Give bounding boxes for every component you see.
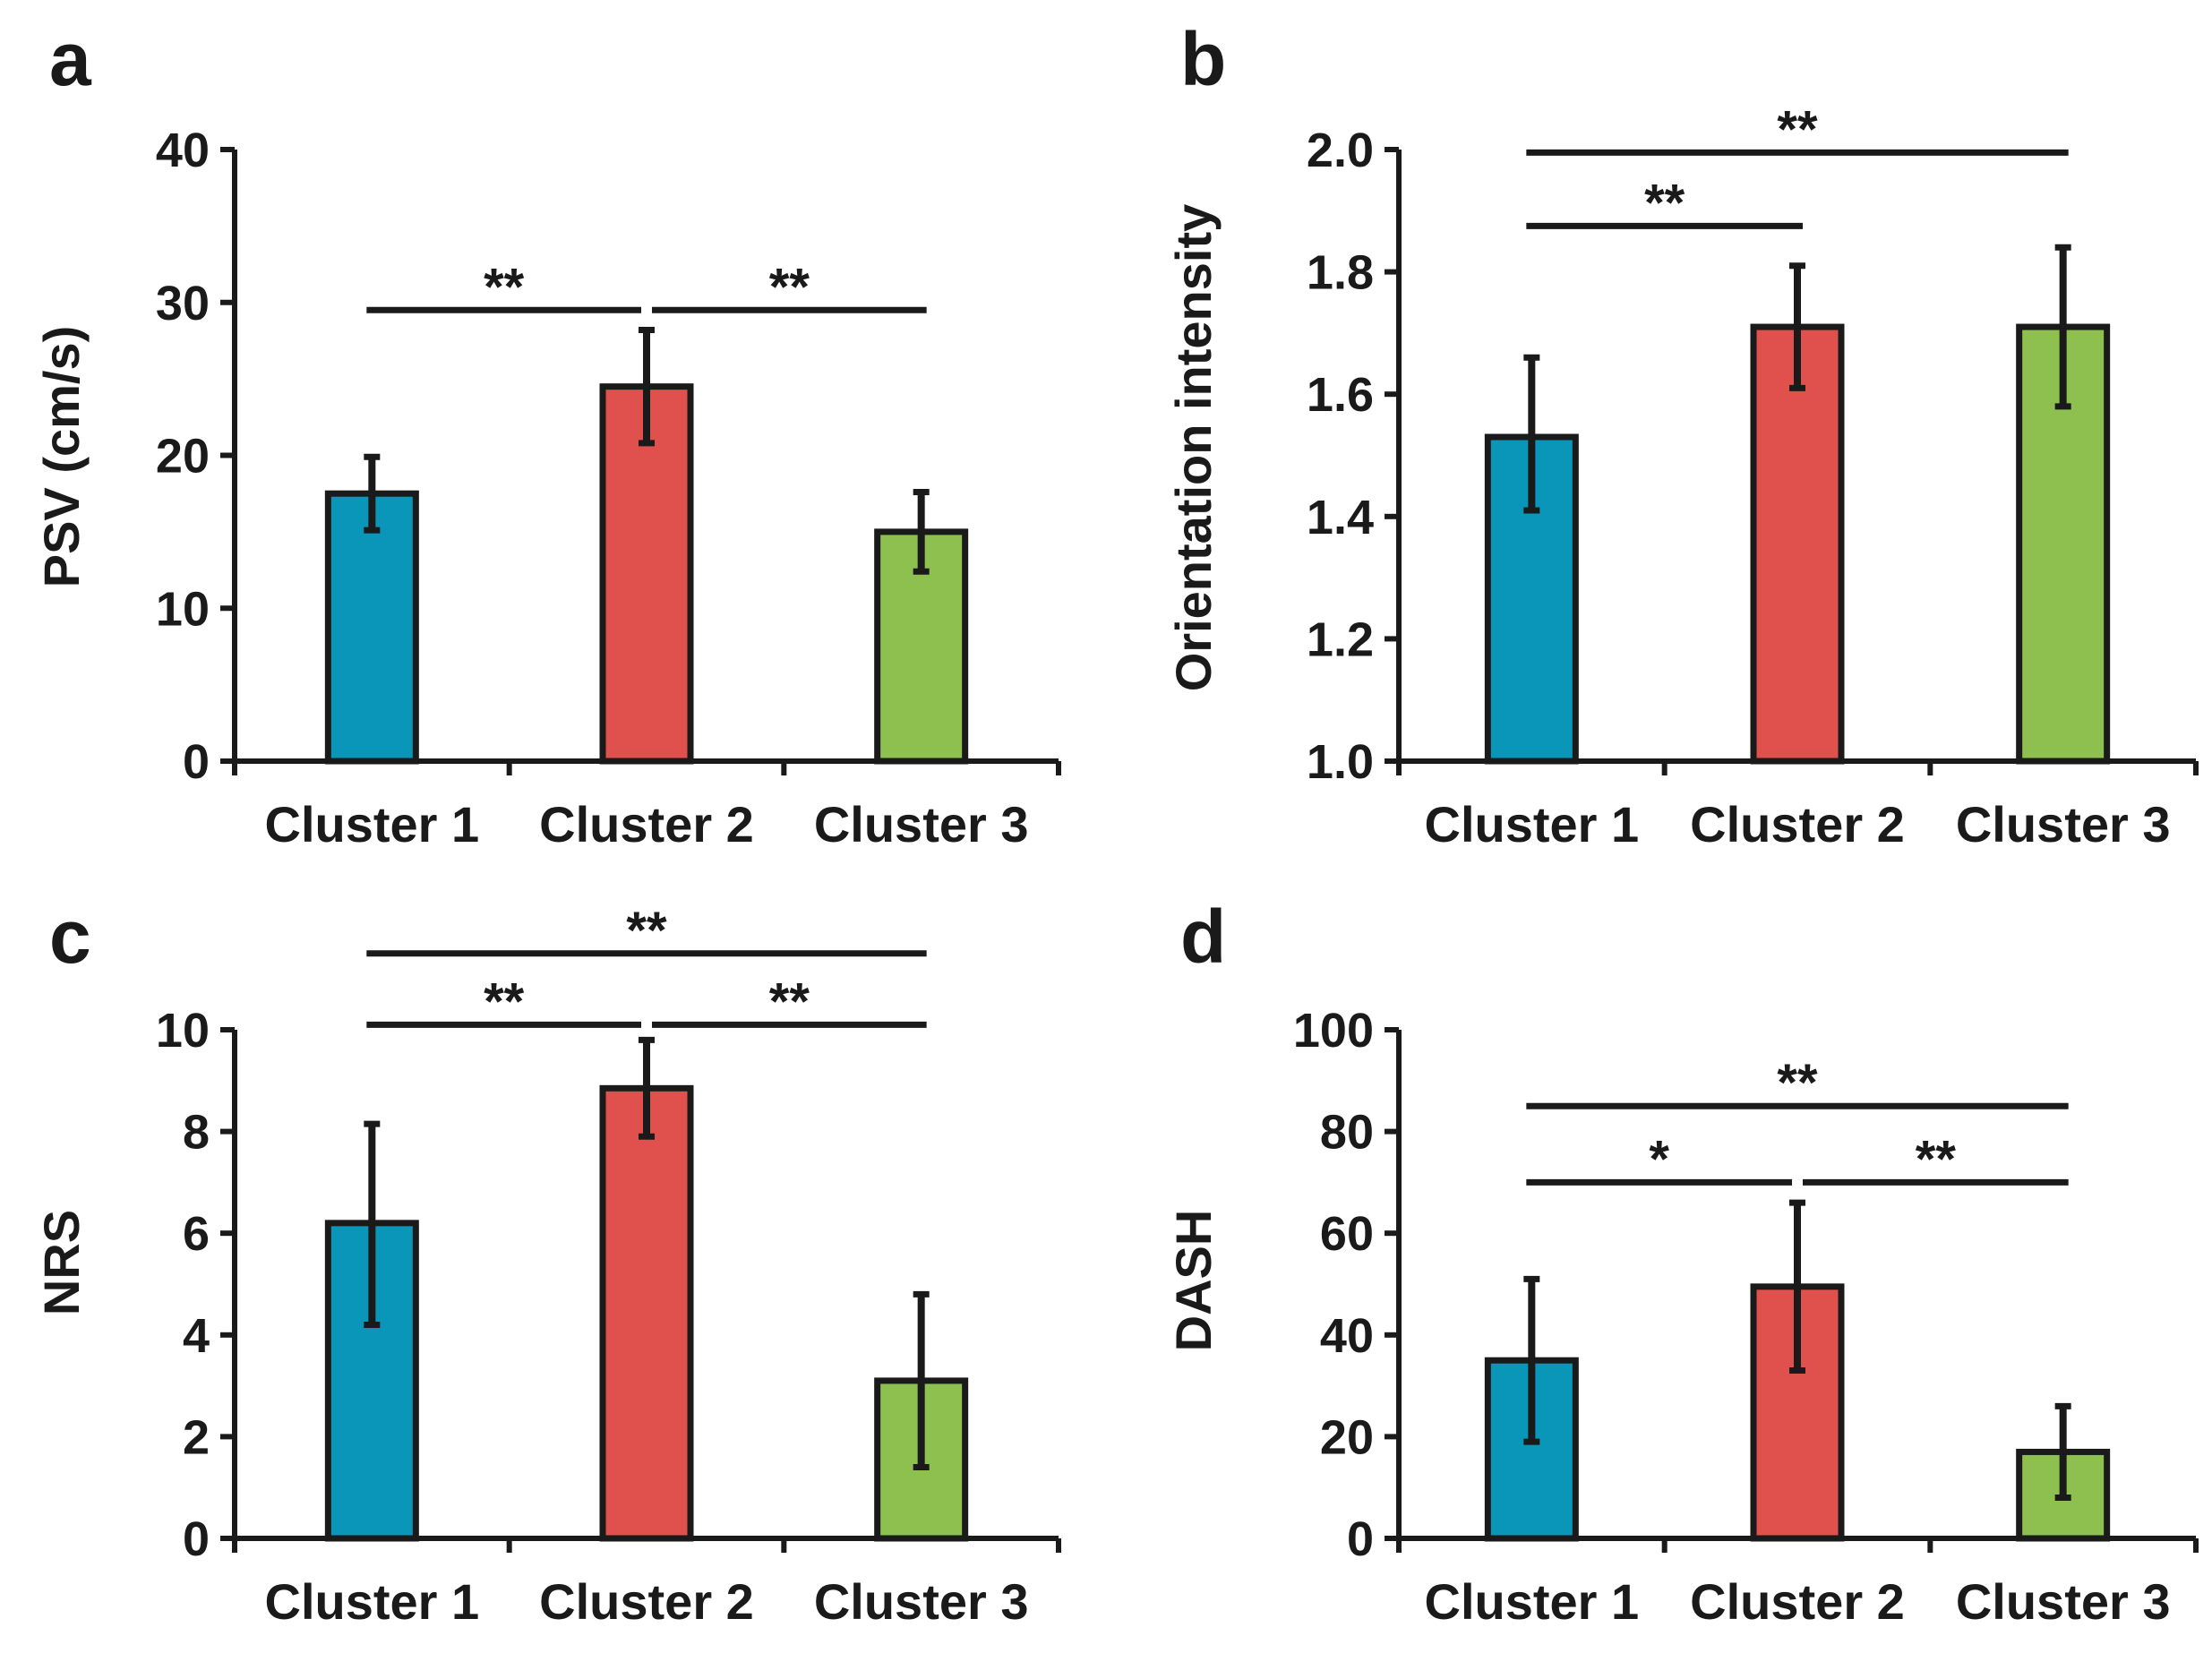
y-tick-label: 20: [1320, 1410, 1374, 1464]
panel-b: b 1.0 1.2 1.4 1.6 1.8 2.0 Orientation intensity…: [1165, 17, 2199, 852]
y-axis-title: NRS: [33, 1210, 90, 1315]
panel-c: c 0 2 4 6 8 10 NRS Cluster 1 Cluster 2 Cluster 3 **…: [33, 895, 1061, 1630]
category-label: Cluster 1: [1425, 796, 1640, 852]
y-tick-label: 2.0: [1307, 124, 1374, 177]
bar-2: [1750, 323, 1845, 765]
y-tick-label: 10: [156, 1004, 210, 1058]
y-tick-label: 20: [156, 430, 210, 484]
bar-2: [599, 1084, 694, 1542]
category-label: Cluster 2: [1690, 1573, 1905, 1630]
significance-label: **: [769, 972, 810, 1031]
significance-label: **: [626, 902, 667, 960]
bar-2: [599, 383, 694, 765]
y-axis-title: Orientation intensity: [1165, 204, 1222, 692]
significance-label: **: [1777, 1054, 1818, 1112]
category-label: Cluster 2: [539, 796, 754, 852]
bar-3: [874, 528, 969, 765]
y-tick-label: 60: [1320, 1207, 1374, 1261]
y-tick-label: 6: [183, 1207, 210, 1261]
y-tick-label: 30: [156, 277, 210, 330]
y-tick-label: 1.4: [1307, 491, 1374, 544]
category-label: Cluster 3: [1956, 1573, 2171, 1630]
category-label: Cluster 1: [1425, 1573, 1640, 1630]
category-label: Cluster 3: [814, 1573, 1029, 1630]
y-tick-label: 4: [183, 1309, 210, 1363]
panel-letter: a: [49, 17, 92, 101]
significance-label: **: [1916, 1130, 1957, 1188]
y-tick-label: 0: [183, 1512, 210, 1566]
panel-a: a 0 10 20 30 40 PSV (cm/s) Cluster 1 Cluster 2 Cl…: [33, 17, 1061, 852]
significance-label: **: [484, 258, 525, 316]
y-tick-label: 1.8: [1307, 246, 1374, 300]
category-label: Cluster 2: [1690, 796, 1905, 852]
y-tick-label: 10: [156, 582, 210, 636]
y-tick-label: 1.6: [1307, 368, 1374, 422]
category-label: Cluster 2: [539, 1573, 754, 1630]
y-tick-label: 1.0: [1307, 735, 1374, 789]
y-axis-title: DASH: [1165, 1210, 1222, 1352]
y-tick-label: 40: [1320, 1309, 1374, 1363]
y-tick-label: 0: [1347, 1512, 1374, 1566]
y-tick-label: 100: [1293, 1004, 1374, 1058]
y-tick-label: 0: [183, 735, 210, 789]
category-label: Cluster 1: [265, 1573, 480, 1630]
y-axis-title: PSV (cm/s): [33, 326, 90, 588]
y-tick-label: 1.2: [1307, 612, 1374, 666]
y-tick-label: 2: [183, 1410, 210, 1464]
significance-label: *: [1649, 1130, 1669, 1188]
significance-label: **: [484, 972, 525, 1031]
significance-label: **: [769, 258, 810, 316]
panel-letter: c: [49, 895, 91, 979]
y-tick-label: 80: [1320, 1106, 1374, 1160]
panel-letter: d: [1180, 895, 1226, 979]
y-tick-label: 40: [156, 124, 210, 177]
significance-label: **: [1644, 174, 1685, 232]
bar-1: [324, 490, 419, 765]
category-label: Cluster 3: [814, 796, 1029, 852]
y-tick-label: 8: [183, 1106, 210, 1160]
category-label: Cluster 3: [1956, 796, 2171, 852]
significance-label: **: [1777, 100, 1818, 158]
category-label: Cluster 1: [265, 796, 480, 852]
panel-letter: b: [1180, 17, 1226, 101]
panel-d: d 0 20 40 60 80 100 DASH Cluster 1 Cluster 2 Clust…: [1165, 895, 2199, 1630]
